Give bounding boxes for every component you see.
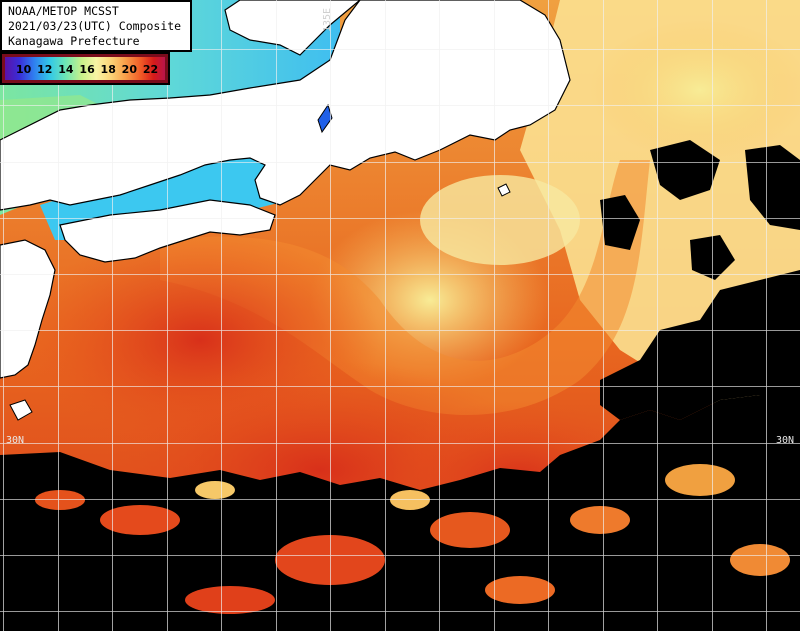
cool-eddy-east xyxy=(590,20,800,160)
temperature-legend: 10 12 14 16 18 20 22 xyxy=(0,52,170,85)
north-coast-land xyxy=(224,0,361,56)
product-title: NOAA/METOP MCSST xyxy=(8,4,119,18)
lake-biwa xyxy=(317,103,333,134)
kuroshio-orange-band xyxy=(160,160,650,415)
small-island-izu xyxy=(497,183,511,197)
product-info-box: NOAA/METOP MCSST 2021/03/23(UTC) Composi… xyxy=(0,0,192,52)
product-region: Kanagawa Prefecture xyxy=(8,34,140,48)
cloud-gaps-warm xyxy=(35,464,790,614)
cool-patch-south-coast xyxy=(420,175,580,265)
honshu-land xyxy=(0,0,571,211)
cloud-mask xyxy=(0,140,800,631)
product-date: 2021/03/23(UTC) Composite xyxy=(8,19,182,33)
lon-label-top: 135E xyxy=(322,8,333,32)
small-island-south xyxy=(9,399,33,421)
temperature-color-scale xyxy=(5,57,165,80)
lat-label-left: 30N xyxy=(6,435,24,446)
lat-label-right: 30N xyxy=(776,435,794,446)
temperature-scale-labels: 10 12 14 16 18 20 22 xyxy=(16,63,159,76)
